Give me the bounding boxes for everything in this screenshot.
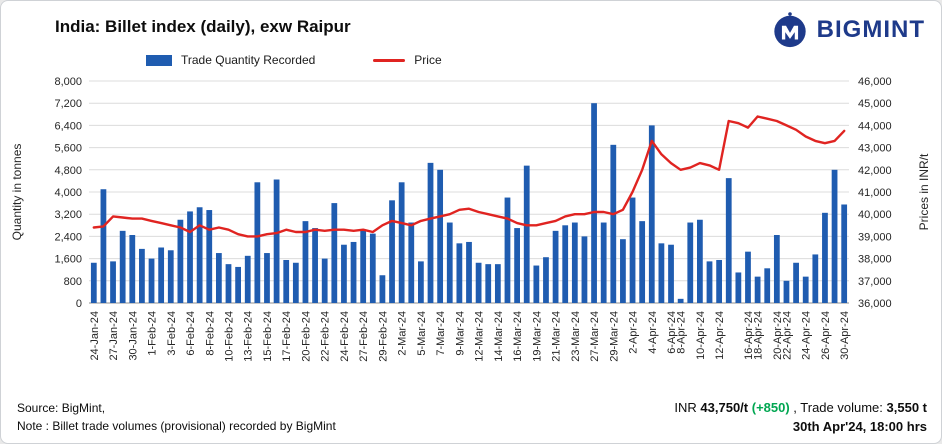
svg-text:39,000: 39,000 — [858, 231, 892, 243]
svg-text:20-Feb-24: 20-Feb-24 — [300, 311, 312, 362]
brand: BIGMINT — [771, 11, 925, 49]
svg-text:22-Feb-24: 22-Feb-24 — [320, 311, 332, 362]
svg-text:6-Apr-24: 6-Apr-24 — [666, 311, 678, 354]
brand-name: BIGMINT — [816, 16, 925, 43]
svg-text:22-Apr-24: 22-Apr-24 — [781, 311, 793, 360]
page-title: India: Billet index (daily), exw Raipur — [55, 17, 351, 36]
svg-text:29-Mar-24: 29-Mar-24 — [608, 311, 620, 362]
svg-text:41,000: 41,000 — [858, 187, 892, 199]
svg-text:8-Apr-24: 8-Apr-24 — [676, 311, 688, 354]
price-summary: INR 43,750/t (+850) , Trade volume: 3,55… — [674, 399, 927, 437]
svg-text:16-Apr-24: 16-Apr-24 — [743, 311, 755, 360]
svg-text:10-Apr-24: 10-Apr-24 — [695, 311, 707, 360]
svg-text:36,000: 36,000 — [858, 298, 892, 310]
svg-text:30-Apr-24: 30-Apr-24 — [839, 311, 851, 360]
svg-text:2-Mar-24: 2-Mar-24 — [397, 311, 409, 356]
legend-item-price: Price — [373, 53, 442, 67]
svg-text:44,000: 44,000 — [858, 120, 892, 132]
price-line: INR 43,750/t (+850) , Trade volume: 3,55… — [674, 399, 927, 418]
chart-svg: 0 800 1,600 2,400 3,200 4,000 4,800 5,600 6,400 7… — [10, 76, 931, 362]
svg-text:3,200: 3,200 — [54, 209, 82, 221]
svg-text:2,400: 2,400 — [54, 231, 82, 243]
svg-text:24-Apr-24: 24-Apr-24 — [801, 311, 813, 360]
svg-text:1,600: 1,600 — [54, 254, 82, 266]
svg-text:15-Feb-24: 15-Feb-24 — [262, 311, 274, 362]
svg-text:20-Apr-24: 20-Apr-24 — [772, 311, 784, 360]
svg-text:0: 0 — [76, 298, 82, 310]
legend-item-trade-quantity: Trade Quantity Recorded — [146, 53, 315, 67]
svg-text:7-Mar-24: 7-Mar-24 — [435, 311, 447, 356]
bigmint-logo-icon — [773, 12, 806, 48]
header: India: Billet index (daily), exw Raipur … — [1, 1, 941, 49]
svg-text:24-Jan-24: 24-Jan-24 — [89, 311, 101, 361]
svg-text:Quantity in tonnes: Quantity in tonnes — [10, 144, 24, 241]
volume-value: 3,550 t — [886, 400, 927, 416]
svg-text:2-Apr-24: 2-Apr-24 — [628, 311, 640, 354]
line-series-swatch — [373, 58, 406, 62]
price-value: 43,750/t — [700, 400, 749, 416]
svg-text:43,000: 43,000 — [858, 143, 892, 155]
svg-text:5,600: 5,600 — [54, 143, 82, 155]
svg-text:14-Mar-24: 14-Mar-24 — [493, 311, 505, 362]
svg-text:16-Mar-24: 16-Mar-24 — [512, 311, 524, 362]
svg-text:24-Feb-24: 24-Feb-24 — [339, 311, 351, 362]
bar-series-swatch — [146, 54, 172, 66]
svg-text:45,000: 45,000 — [858, 98, 892, 110]
svg-text:5-Mar-24: 5-Mar-24 — [416, 311, 428, 356]
svg-text:4,800: 4,800 — [54, 165, 82, 177]
svg-text:6-Feb-24: 6-Feb-24 — [185, 311, 197, 356]
price-prefix: INR — [674, 400, 701, 416]
svg-text:12-Apr-24: 12-Apr-24 — [714, 311, 726, 360]
svg-text:42,000: 42,000 — [858, 165, 892, 177]
svg-text:1-Feb-24: 1-Feb-24 — [147, 311, 159, 356]
svg-text:3-Feb-24: 3-Feb-24 — [166, 311, 178, 356]
svg-text:38,000: 38,000 — [858, 254, 892, 266]
svg-text:12-Mar-24: 12-Mar-24 — [474, 311, 486, 362]
svg-text:10-Feb-24: 10-Feb-24 — [223, 311, 235, 362]
svg-text:27-Jan-24: 27-Jan-24 — [108, 311, 120, 361]
svg-text:13-Feb-24: 13-Feb-24 — [243, 311, 255, 362]
svg-text:27-Mar-24: 27-Mar-24 — [589, 311, 601, 362]
svg-text:8,000: 8,000 — [54, 76, 82, 88]
legend-label-price: Price — [414, 53, 442, 67]
svg-text:46,000: 46,000 — [858, 76, 892, 88]
svg-text:21-Mar-24: 21-Mar-24 — [551, 311, 563, 362]
svg-text:7,200: 7,200 — [54, 98, 82, 110]
svg-text:17-Feb-24: 17-Feb-24 — [281, 311, 293, 362]
svg-text:18-Apr-24: 18-Apr-24 — [753, 311, 765, 360]
source-text: Source: BigMint, — [17, 401, 106, 416]
svg-text:8-Feb-24: 8-Feb-24 — [204, 311, 216, 356]
svg-text:37,000: 37,000 — [858, 276, 892, 288]
svg-text:27-Feb-24: 27-Feb-24 — [358, 311, 370, 362]
svg-text:4-Apr-24: 4-Apr-24 — [647, 311, 659, 354]
svg-text:9-Mar-24: 9-Mar-24 — [454, 311, 466, 356]
price-change: (+850) — [748, 400, 790, 416]
timestamp: 30th Apr'24, 18:00 hrs — [792, 419, 927, 435]
volume-label: , Trade volume: — [789, 400, 887, 416]
svg-text:29-Feb-24: 29-Feb-24 — [377, 311, 389, 362]
svg-text:Prices in INR/t: Prices in INR/t — [917, 153, 931, 230]
legend: Trade Quantity Recorded Price — [146, 53, 941, 67]
svg-text:40,000: 40,000 — [858, 209, 892, 221]
svg-text:800: 800 — [64, 276, 82, 288]
footer: Source: BigMint, Note : Billet trade vol… — [1, 399, 941, 437]
svg-text:26-Apr-24: 26-Apr-24 — [820, 311, 832, 360]
svg-text:30-Jan-24: 30-Jan-24 — [127, 311, 139, 361]
svg-text:19-Mar-24: 19-Mar-24 — [531, 311, 543, 362]
footer-notes: Source: BigMint, Note : Billet trade vol… — [17, 399, 336, 435]
svg-text:4,000: 4,000 — [54, 187, 82, 199]
note-text: Note : Billet trade volumes (provisional… — [17, 419, 336, 434]
svg-text:23-Mar-24: 23-Mar-24 — [570, 311, 582, 362]
legend-label-trade-quantity: Trade Quantity Recorded — [181, 53, 316, 67]
svg-text:6,400: 6,400 — [54, 120, 82, 132]
